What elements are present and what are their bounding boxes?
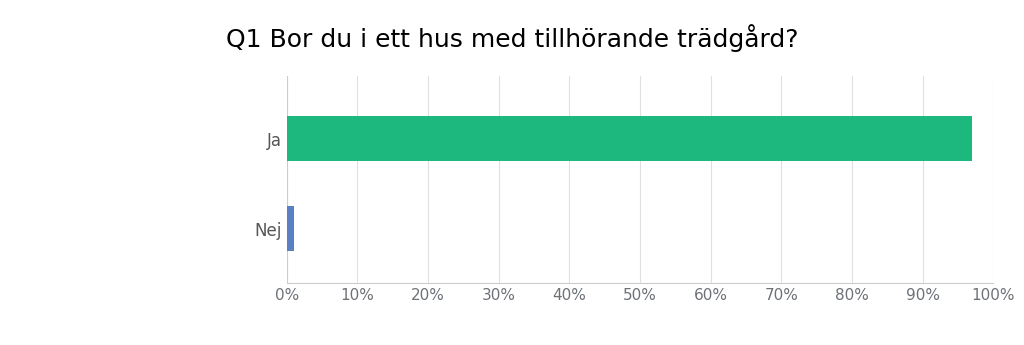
Text: Q1 Bor du i ett hus med tillhörande trädgård?: Q1 Bor du i ett hus med tillhörande träd… xyxy=(225,24,799,52)
Bar xyxy=(287,206,294,252)
Bar xyxy=(287,116,972,161)
